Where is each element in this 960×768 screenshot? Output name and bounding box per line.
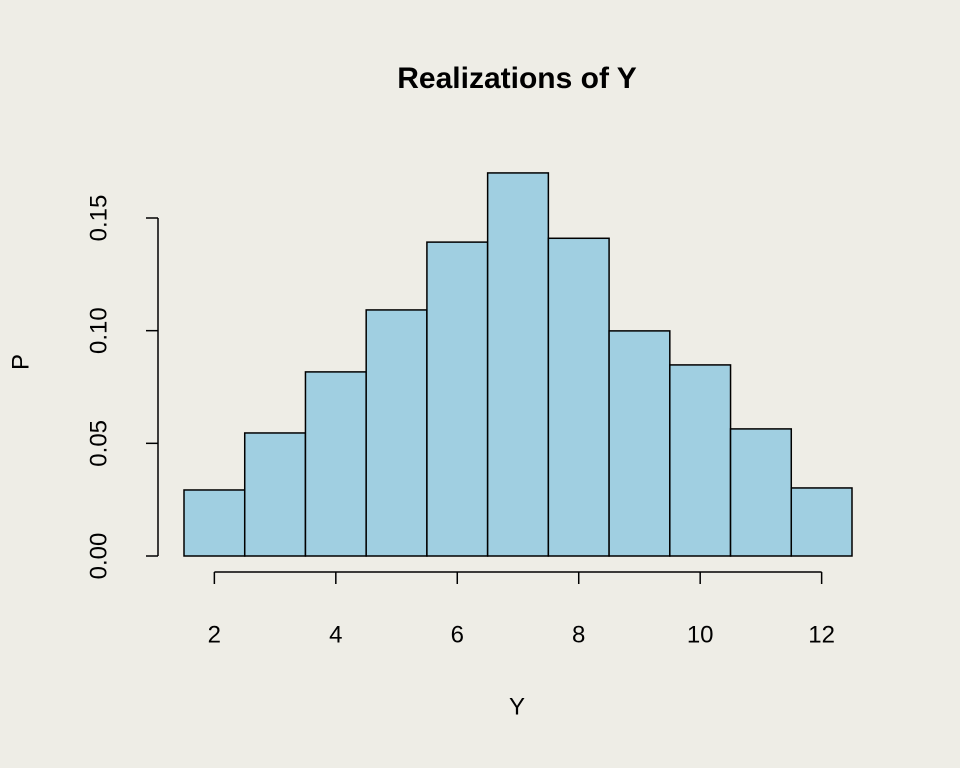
bar [243,432,307,557]
y-axis-label: P [7,354,34,370]
chart-title: Realizations of Y [397,62,637,95]
y-tick-label: 0.10 [85,307,112,354]
bar [365,309,428,557]
bar [608,330,671,557]
bar [183,489,246,557]
bar [669,364,732,557]
y-tick-label: 0.15 [85,195,112,242]
x-axis-label: Y [509,693,525,720]
bar [304,371,367,557]
x-tick-label: 10 [687,621,714,648]
bar [729,428,793,557]
bar [547,237,610,557]
bar [486,172,550,557]
bar [790,487,853,557]
y-tick-label: 0.05 [85,420,112,467]
x-tick-label: 4 [329,621,342,648]
x-tick-label: 6 [451,621,464,648]
x-tick-label: 2 [208,621,221,648]
x-tick-label: 12 [808,621,835,648]
x-tick-label: 8 [572,621,585,648]
bar [426,241,489,557]
y-tick-label: 0.00 [85,533,112,580]
